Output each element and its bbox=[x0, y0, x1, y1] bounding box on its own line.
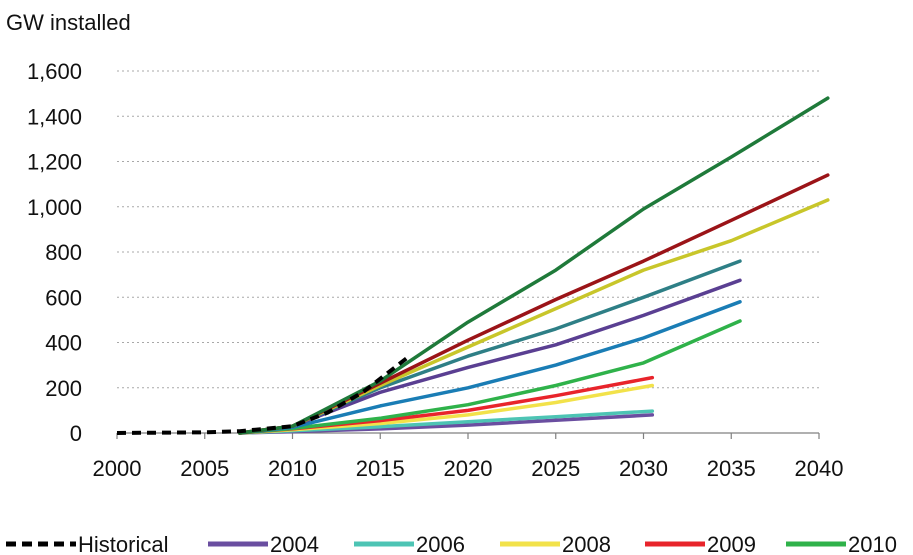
y-tick-label: 1,000 bbox=[27, 195, 82, 220]
y-tick-label: 1,200 bbox=[27, 150, 82, 175]
x-tick-label: 2000 bbox=[93, 456, 142, 481]
legend-label-2008: 2008 bbox=[562, 532, 611, 555]
y-tick-label: 400 bbox=[45, 331, 82, 356]
x-tick-label: 2015 bbox=[356, 456, 405, 481]
legend-label-2004: 2004 bbox=[270, 532, 319, 555]
legend-label-2006: 2006 bbox=[416, 532, 465, 555]
y-tick-label: 1,600 bbox=[27, 59, 82, 84]
x-tick-label: 2030 bbox=[619, 456, 668, 481]
y-tick-label: 800 bbox=[45, 240, 82, 265]
series-line-unlabeled-10 bbox=[238, 96, 830, 435]
legend: Historical 2004 2006 2008 2009 2010 bbox=[6, 532, 897, 555]
legend-label-historical: Historical bbox=[78, 532, 168, 555]
x-tick-label: 2010 bbox=[268, 456, 317, 481]
series-line-unlabeled-9 bbox=[238, 173, 830, 435]
x-tick-label: 2025 bbox=[531, 456, 580, 481]
x-tick-label: 2040 bbox=[795, 456, 844, 481]
y-axis-title: GW installed bbox=[6, 10, 131, 35]
gridlines bbox=[117, 70, 819, 389]
y-tick-labels: 0 200 400 600 800 1,000 1,200 1,400 1,600 bbox=[27, 59, 82, 446]
x-tick-label: 2020 bbox=[444, 456, 493, 481]
legend-label-2009: 2009 bbox=[707, 532, 756, 555]
y-tick-label: 600 bbox=[45, 285, 82, 310]
x-tick-labels: 2000 2005 2010 2015 2020 2025 2030 2035 2040 bbox=[93, 433, 844, 481]
x-tick-label: 2035 bbox=[707, 456, 756, 481]
x-tick-label: 2005 bbox=[180, 456, 229, 481]
y-tick-label: 1,400 bbox=[27, 104, 82, 129]
series-lines bbox=[116, 96, 830, 435]
y-tick-label: 0 bbox=[70, 421, 82, 446]
legend-label-2010: 2010 bbox=[848, 532, 897, 555]
y-tick-label: 200 bbox=[45, 376, 82, 401]
